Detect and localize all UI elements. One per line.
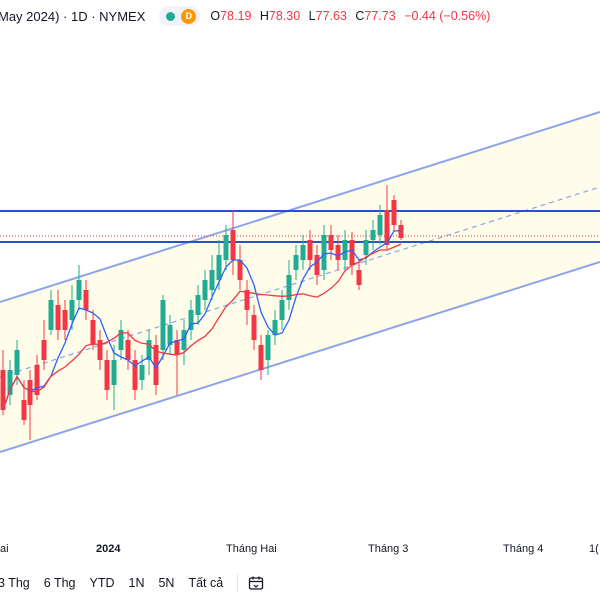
candle-body	[265, 335, 271, 360]
candle-body	[83, 290, 89, 310]
range-5y-button[interactable]: 5N	[158, 576, 175, 590]
status-badges[interactable]: D	[159, 6, 201, 26]
xaxis-label-0: ai	[0, 543, 9, 555]
candle-body	[104, 360, 110, 390]
candle-body	[335, 245, 341, 260]
toolbar-divider	[237, 574, 239, 592]
candle-body	[272, 320, 278, 335]
change-value: −0.44 (−0.56%)	[404, 9, 491, 23]
candle-body	[132, 360, 138, 390]
candle-body	[279, 300, 285, 320]
market-open-dot-icon	[166, 11, 176, 21]
ma-slow-line	[2, 243, 402, 411]
candle-body	[160, 300, 166, 350]
candle-body	[0, 370, 6, 410]
xaxis-label-4: Tháng 4	[503, 543, 544, 555]
candle-body	[370, 230, 376, 240]
candle-body	[349, 240, 355, 265]
candle-body	[237, 260, 243, 280]
candle-body	[223, 235, 229, 260]
range-1y-button[interactable]: 1N	[128, 576, 145, 590]
candle-body	[391, 200, 397, 225]
high-label: H	[259, 9, 269, 23]
candle-body	[363, 240, 369, 255]
candle-body	[251, 315, 257, 340]
xaxis-label-3: Tháng 3	[368, 543, 409, 555]
candle-body	[188, 310, 194, 330]
channel-lower-line[interactable]	[0, 261, 600, 453]
candle-body	[21, 400, 27, 420]
candle-body	[321, 235, 327, 270]
candle-body	[300, 245, 306, 260]
close-value: 77.73	[364, 9, 396, 23]
candle-body	[55, 305, 61, 330]
range-6m-button[interactable]: 6 Thg	[43, 576, 76, 590]
open-value: 78.19	[220, 9, 252, 23]
candle-body	[398, 225, 404, 238]
candle-body	[202, 280, 208, 300]
low-value: 77.63	[315, 9, 347, 23]
candle-body	[125, 340, 131, 360]
xaxis-label-1: 2024	[96, 543, 121, 555]
range-3m-button[interactable]: 3 Thg	[0, 576, 30, 590]
candle-body	[377, 215, 383, 235]
ma-fast-line	[2, 229, 402, 411]
range-ytd-button[interactable]: YTD	[89, 576, 115, 590]
candle-body	[258, 345, 264, 370]
candle-body	[139, 365, 145, 380]
candle-body	[41, 340, 47, 360]
channel-mid-line[interactable]	[0, 186, 600, 378]
candle-body	[286, 275, 292, 300]
candle-body	[118, 330, 124, 350]
candle-body	[146, 340, 152, 360]
candlestick-series	[0, 185, 404, 440]
candle-body	[167, 325, 173, 345]
ohlc-values: O78.19 H78.30 L77.63 C77.73 −0.44 (−0.56…	[210, 9, 490, 23]
candle-body	[62, 310, 68, 330]
candle-body	[216, 255, 222, 280]
price-chart[interactable]	[0, 0, 600, 560]
candle-body	[195, 295, 201, 315]
chart-header: May 2024) · 1D · NYMEX D O78.19 H78.30 L…	[0, 0, 600, 32]
channel-upper-line[interactable]	[0, 111, 600, 303]
candle-body	[69, 300, 75, 320]
candle-body	[48, 300, 54, 330]
candle-body	[34, 365, 40, 395]
open-label: O	[210, 9, 221, 23]
candle-body	[384, 210, 390, 245]
xaxis-label-5: 1(	[589, 543, 599, 555]
candle-body	[111, 360, 117, 385]
candle-body	[174, 340, 180, 355]
candle-body	[328, 235, 334, 250]
xaxis-label-2: Tháng Hai	[226, 543, 277, 555]
candle-body	[356, 270, 362, 285]
candle-body	[153, 345, 159, 385]
high-value: 78.30	[268, 9, 301, 23]
candle-body	[293, 255, 299, 270]
candle-body	[90, 320, 96, 345]
candle-body	[181, 330, 187, 350]
candle-body	[342, 240, 348, 260]
candle-body	[314, 255, 320, 275]
channel-fill	[0, 112, 600, 452]
calendar-range-icon[interactable]	[248, 575, 264, 591]
close-label: C	[355, 9, 365, 23]
candle-body	[244, 290, 250, 310]
candle-body	[230, 230, 236, 260]
delayed-data-icon: D	[181, 8, 197, 24]
candle-body	[209, 270, 215, 290]
candle-body	[14, 350, 20, 375]
candle-body	[307, 240, 313, 260]
candle-body	[27, 380, 33, 405]
range-all-button[interactable]: Tất cả	[188, 576, 224, 590]
symbol-title[interactable]: May 2024) · 1D · NYMEX	[0, 8, 146, 24]
candle-body	[97, 340, 103, 360]
candle-body	[7, 370, 13, 395]
range-toolbar: 3 Thg 6 Thg YTD 1N 5N Tất cả	[0, 566, 600, 600]
candle-body	[76, 280, 82, 300]
low-label: L	[308, 9, 316, 23]
